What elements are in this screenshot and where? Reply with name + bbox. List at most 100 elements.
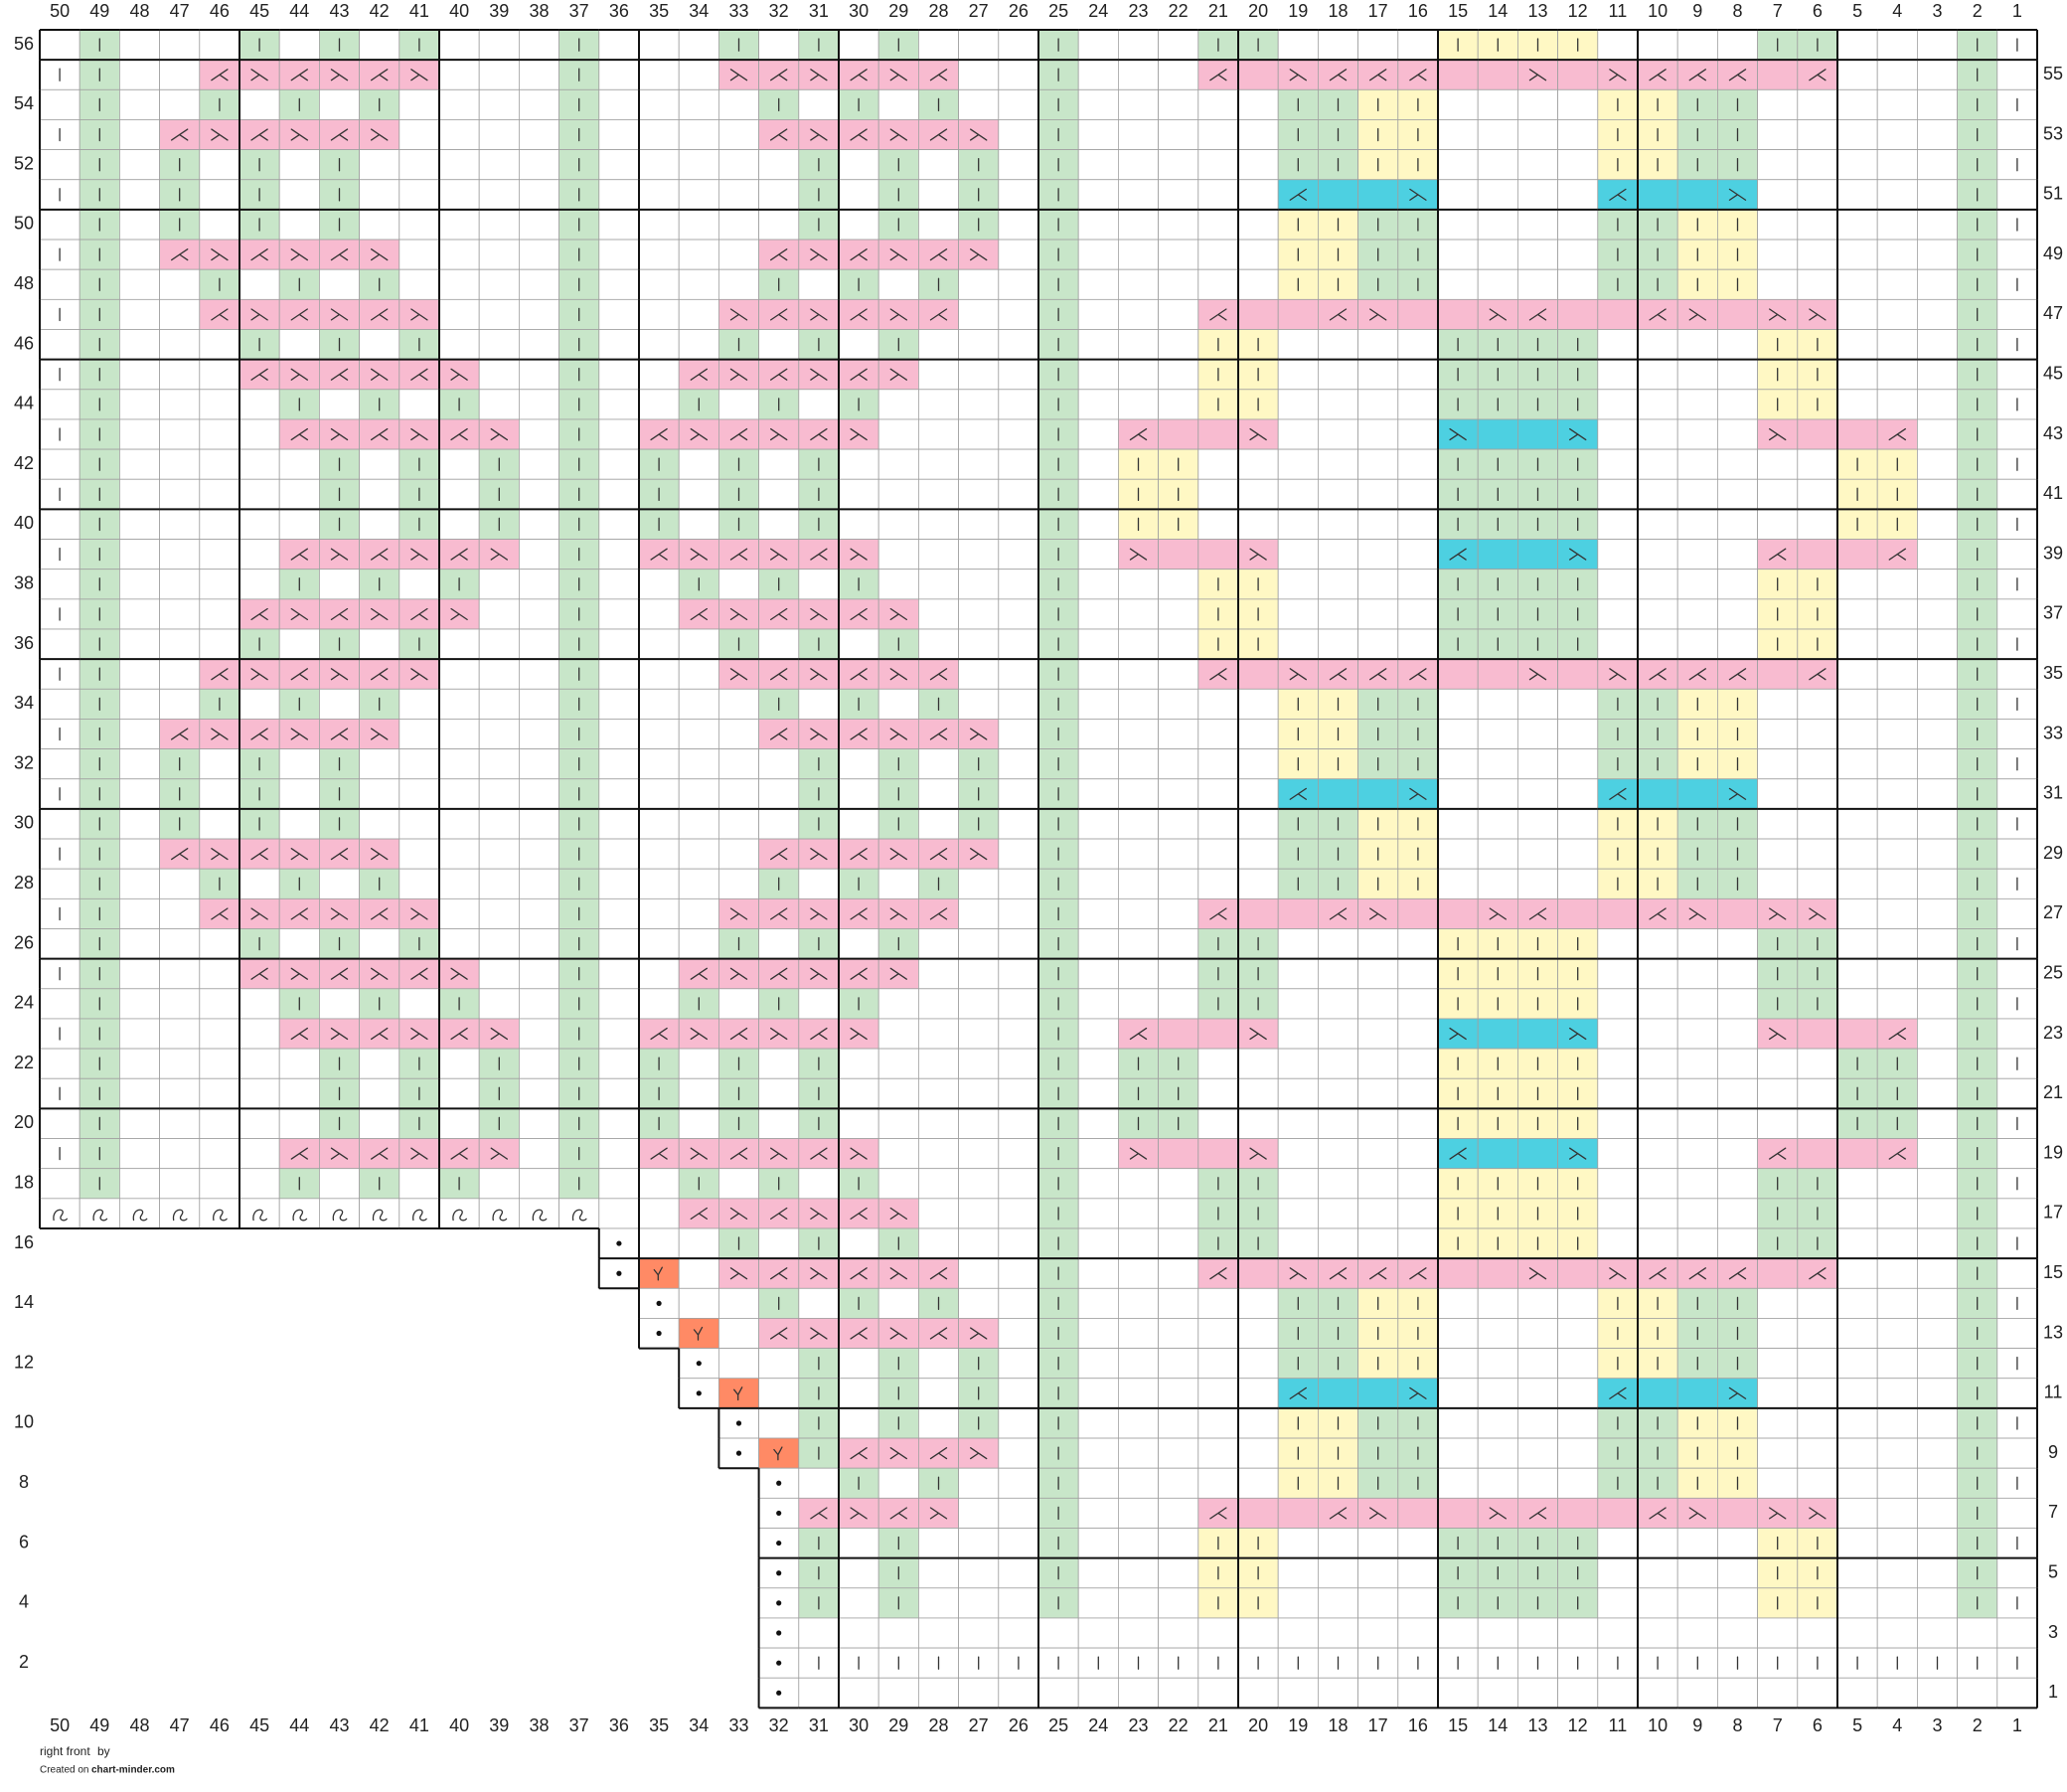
stitch-cell [638, 298, 680, 330]
stitch-cell [1357, 569, 1399, 600]
stitch-cell [39, 509, 80, 540]
stitch-cell [1357, 448, 1399, 480]
stitch-cell [998, 1528, 1039, 1559]
cable-right-symbol [770, 248, 788, 261]
stitch-cell [159, 688, 201, 720]
stitch-cell [1197, 778, 1239, 810]
cable-left-symbol [1688, 907, 1706, 920]
column-number: 3 [1932, 1, 1942, 21]
stitch-cell [1118, 1318, 1160, 1349]
stitch-cell [598, 1048, 640, 1079]
stitch-cell [718, 268, 760, 300]
cable-left-symbol [1249, 427, 1267, 441]
cable-left-symbol [1369, 1507, 1387, 1520]
stitch-cell [1318, 928, 1359, 960]
stitch-cell [678, 719, 719, 750]
stitch-cell [1077, 569, 1119, 600]
stitch-cell [278, 448, 320, 480]
stitch-cell [958, 1587, 1000, 1619]
stitch-cell [1597, 418, 1639, 450]
cable-right-symbol [810, 427, 828, 441]
stitch-cell [238, 1168, 280, 1200]
row-number: 7 [2048, 1502, 2058, 1522]
cable-right-symbol [770, 967, 788, 980]
stitch-cell [1757, 748, 1799, 780]
cable-right-symbol [1369, 1267, 1387, 1280]
stitch-cell [1876, 179, 1918, 211]
stitch-cell [1637, 478, 1678, 510]
cable-left-symbol [330, 427, 349, 441]
stitch-cell [159, 268, 201, 300]
stitch-cell [1637, 598, 1678, 630]
stitch-cell [998, 658, 1039, 690]
decrease-symbol [733, 1386, 743, 1401]
stitch-cell [1118, 1557, 1160, 1589]
stitch-cell [678, 209, 719, 241]
stitch-cell [1077, 359, 1119, 391]
stitch-cell [1797, 778, 1838, 810]
stitch-cell [678, 1048, 719, 1079]
stitch-cell [1917, 1557, 1959, 1589]
stitch-cell [119, 29, 161, 61]
stitch-cell [1757, 239, 1799, 270]
stitch-cell [1517, 1018, 1559, 1050]
cable-right-symbol [371, 548, 389, 561]
stitch-cell [1437, 897, 1479, 929]
stitch-cell [1237, 778, 1279, 810]
stitch-cell [119, 359, 161, 391]
cable-left-symbol [850, 1507, 868, 1520]
stitch-cell [1318, 1677, 1359, 1709]
stitch-cell [1077, 778, 1119, 810]
cable-right-symbol [850, 368, 868, 381]
stitch-cell [1797, 1677, 1838, 1709]
stitch-cell [1797, 1467, 1838, 1499]
stitch-cell [998, 1348, 1039, 1380]
stitch-cell [877, 268, 919, 300]
footer-by: by [97, 1744, 110, 1758]
stitch-cell [1597, 988, 1639, 1020]
cable-right-symbol [810, 1147, 828, 1160]
stitch-cell [119, 719, 161, 750]
cable-left-symbol [330, 1147, 349, 1160]
footer-site: chart-minder.com [91, 1765, 175, 1776]
stitch-cell [1836, 1378, 1878, 1409]
stitch-cell [1517, 119, 1559, 150]
stitch-cell [958, 1467, 1000, 1499]
column-number: 34 [689, 1715, 709, 1735]
stitch-cell [1717, 988, 1759, 1020]
stitch-cell [1477, 1348, 1518, 1380]
stitch-cell [1158, 688, 1199, 720]
stitch-cell [638, 658, 680, 690]
column-number: 47 [170, 1, 190, 21]
stitch-cell [1876, 268, 1918, 300]
stitch-cell [1237, 658, 1279, 690]
cable-left-symbol [1249, 1147, 1267, 1160]
dot-symbol [776, 1660, 782, 1666]
stitch-cell [359, 928, 400, 960]
stitch-cell [39, 628, 80, 660]
cable-right-symbol [1289, 188, 1307, 201]
cable-left-symbol [889, 69, 907, 81]
stitch-cell [1357, 359, 1399, 391]
stitch-cell [958, 958, 1000, 990]
stitch-cell [998, 569, 1039, 600]
stitch-cell [1996, 298, 2038, 330]
stitch-cell [1197, 149, 1239, 181]
stitch-cell [958, 1198, 1000, 1229]
stitch-cell [1077, 1108, 1119, 1139]
cable-right-symbol [929, 128, 948, 141]
column-number: 29 [888, 1, 908, 21]
cable-right-symbol [929, 907, 948, 920]
stitch-cell [159, 569, 201, 600]
stitch-cell [598, 389, 640, 420]
stitch-cell [1237, 1108, 1279, 1139]
stitch-cell [159, 88, 201, 120]
stitch-cell [598, 359, 640, 391]
stitch-cell [199, 179, 240, 211]
stitch-cell [1637, 1617, 1678, 1649]
stitch-cell [1197, 239, 1239, 270]
stitch-cell [1637, 1528, 1678, 1559]
dot-symbol [735, 1450, 742, 1456]
stitch-cell [1836, 958, 1878, 990]
stitch-cell [1517, 149, 1559, 181]
